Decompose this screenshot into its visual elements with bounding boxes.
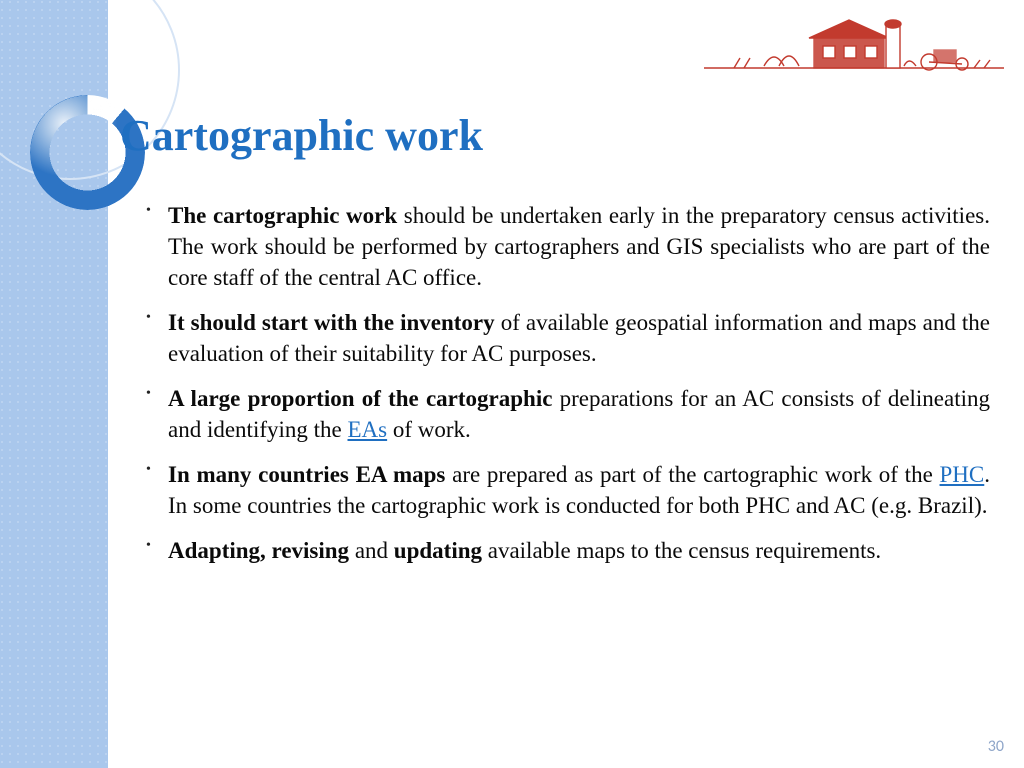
bullet-item: The cartographic work should be undertak… <box>140 200 990 293</box>
bullet-bold: In many countries EA maps <box>168 462 445 487</box>
farm-illustration-icon <box>704 8 1004 78</box>
bullet-item: Adapting, revising and updating availabl… <box>140 535 990 566</box>
bullet-item: It should start with the inventory of av… <box>140 307 990 369</box>
bullet-text: and <box>349 538 394 563</box>
bullet-bold: A large proportion of the cartographic <box>168 386 552 411</box>
bullet-bold: The cartographic work <box>168 203 397 228</box>
bullet-bold: It should start with the inventory <box>168 310 495 335</box>
link-eas[interactable]: EAs <box>348 417 388 442</box>
bullet-item: In many countries EA maps are prepared a… <box>140 459 990 521</box>
page-number: 30 <box>988 737 1004 756</box>
slide: Cartographic work The cartographic work … <box>0 0 1024 768</box>
link-phc[interactable]: PHC <box>940 462 985 487</box>
bullet-text: of work. <box>387 417 471 442</box>
bullet-text: available maps to the census requirement… <box>482 538 881 563</box>
bullet-text: are prepared as part of the cartographic… <box>445 462 939 487</box>
bullet-item: A large proportion of the cartographic p… <box>140 383 990 445</box>
bullet-bold: updating <box>394 538 482 563</box>
slide-title: Cartographic work <box>120 110 483 161</box>
slide-body: The cartographic work should be undertak… <box>140 200 990 580</box>
bullet-bold: Adapting, revising <box>168 538 349 563</box>
